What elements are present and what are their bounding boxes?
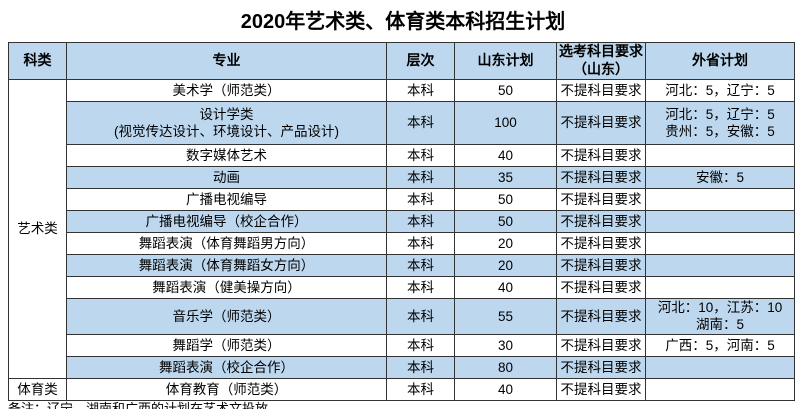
level-cell: 本科 [386,275,455,299]
col-header-level: 层次 [386,42,455,80]
subject-req-cell: 不提科目要求 [556,275,646,299]
level-cell: 本科 [386,143,455,167]
subject-req-cell: 不提科目要求 [556,187,646,211]
shandong-plan-cell: 20 [454,231,557,255]
subject-req-cell: 不提科目要求 [556,231,646,255]
major-cell: 体育教育（师范类） [66,377,387,401]
footnote: 备注：辽宁、湖南和广西的计划在艺术文投放。 [8,400,282,409]
shandong-plan-cell: 50 [454,78,557,102]
level-cell: 本科 [386,333,455,357]
page-title: 2020年艺术类、体育类本科招生计划 [240,11,566,33]
shandong-plan-cell: 40 [454,143,557,167]
other-province-cell [645,253,795,277]
major-cell: 音乐学（师范类） [66,297,387,335]
table-row: 舞蹈表演（校企合作） 本科 80 不提科目要求 [9,355,795,379]
major-cell: 动画 [66,165,387,189]
level-cell: 本科 [386,297,455,335]
major-cell: 数字媒体艺术 [66,143,387,167]
table-row: 动画 本科 35 不提科目要求 安徽：5 [9,165,795,189]
level-cell: 本科 [386,165,455,189]
other-province-cell [645,231,795,255]
subject-req-cell: 不提科目要求 [556,355,646,379]
level-cell: 本科 [386,209,455,233]
major-cell: 舞蹈表演（健美操方向） [66,275,387,299]
table-row: 广播电视编导（校企合作） 本科 50 不提科目要求 [9,209,795,233]
other-line-1: 河北：10，江苏：10 [657,300,783,316]
subject-req-cell: 不提科目要求 [556,297,646,335]
table-row: 广播电视编导 本科 50 不提科目要求 [9,187,795,211]
other-province-cell [645,377,795,401]
level-cell: 本科 [386,78,455,102]
level-cell: 本科 [386,187,455,211]
level-cell: 本科 [386,377,455,401]
shandong-plan-cell: 100 [454,100,557,145]
major-cell: 舞蹈学（师范类） [66,333,387,357]
subject-req-cell: 不提科目要求 [556,253,646,277]
shandong-plan-cell: 50 [454,209,557,233]
table-row: 体育类 体育教育（师范类） 本科 40 不提科目要求 [8,377,795,401]
major-line-1: 设计学类 [199,106,254,122]
header-line-2: （山东） [573,60,629,77]
subject-req-cell: 不提科目要求 [556,209,646,233]
major-cell: 广播电视编导（校企合作） [66,209,387,233]
major-cell: 舞蹈表演（体育舞蹈男方向） [66,231,387,255]
shandong-plan-cell: 40 [454,275,557,299]
table-row: 舞蹈学（师范类） 本科 30 不提科目要求 广西：5，河南：5 [9,333,795,357]
other-province-cell [645,355,795,379]
other-province-cell [645,209,795,233]
shandong-plan-cell: 50 [454,187,557,211]
header-row: 科类 专业 层次 山东计划 选考科目要求 （山东） 外省计划 [8,42,795,80]
table-row: 设计学类 (视觉传达设计、环境设计、产品设计) 本科 100 不提科目要求 河北… [9,100,795,145]
shandong-plan-cell: 40 [454,377,557,401]
subject-req-cell: 不提科目要求 [556,165,646,189]
subject-req-cell: 不提科目要求 [556,78,646,102]
other-province-cell [645,187,795,211]
major-cell: 舞蹈表演（校企合作） [66,355,387,379]
col-header-major: 专业 [66,42,387,80]
shandong-plan-cell: 55 [454,297,557,335]
level-cell: 本科 [386,355,455,379]
other-province-cell: 河北：5，辽宁：5 [645,78,795,102]
other-province-cell: 河北：10，江苏：10 湖南：5 [645,297,795,335]
other-province-cell [645,143,795,167]
table-row: 艺术类 美术学（师范类） 本科 50 不提科目要求 河北：5，辽宁：5 [8,78,795,379]
col-header-other-province: 外省计划 [645,42,795,80]
header-line-1: 选考科目要求 [559,43,643,59]
major-cell: 广播电视编导 [66,187,387,211]
major-cell: 设计学类 (视觉传达设计、环境设计、产品设计) [66,100,387,145]
category-cell-sports: 体育类 [8,377,67,401]
level-cell: 本科 [386,100,455,145]
other-province-cell: 河北：5，辽宁：5 贵州：5，安徽：5 [645,100,795,145]
category-cell-art: 艺术类 [8,78,67,379]
level-cell: 本科 [386,231,455,255]
subject-req-cell: 不提科目要求 [556,143,646,167]
table-row: 舞蹈表演（体育舞蹈女方向） 本科 20 不提科目要求 [9,253,795,277]
other-province-cell: 广西：5，河南：5 [645,333,795,357]
table-row: 舞蹈表演（健美操方向） 本科 40 不提科目要求 [9,275,795,299]
subject-req-cell: 不提科目要求 [556,377,646,401]
col-header-subject-req: 选考科目要求 （山东） [556,42,646,80]
table-row: 舞蹈表演（体育舞蹈男方向） 本科 20 不提科目要求 [9,231,795,255]
shandong-plan-cell: 80 [454,355,557,379]
table-row: 数字媒体艺术 本科 40 不提科目要求 [9,143,795,167]
major-cell: 美术学（师范类） [66,78,387,102]
table-row: 音乐学（师范类） 本科 55 不提科目要求 河北：10，江苏：10 湖南：5 [9,297,795,335]
other-line-2: 湖南：5 [695,317,744,333]
subject-req-cell: 不提科目要求 [556,333,646,357]
shandong-plan-cell: 30 [454,333,557,357]
other-line-2: 贵州：5，安徽：5 [665,123,775,139]
other-line-1: 河北：5，辽宁：5 [665,106,775,122]
major-cell: 舞蹈表演（体育舞蹈女方向） [66,253,387,277]
shandong-plan-cell: 35 [454,165,557,189]
major-line-2: (视觉传达设计、环境设计、产品设计) [114,123,339,139]
other-province-cell: 安徽：5 [645,165,795,189]
col-header-category: 科类 [8,42,67,80]
subject-req-cell: 不提科目要求 [556,100,646,145]
col-header-shandong-plan: 山东计划 [454,42,557,80]
level-cell: 本科 [386,253,455,277]
enrollment-plan-table: 科类 专业 层次 山东计划 选考科目要求 （山东） 外省计划 艺术类 美术学（师… [8,42,795,401]
shandong-plan-cell: 20 [454,253,557,277]
other-province-cell [645,275,795,299]
